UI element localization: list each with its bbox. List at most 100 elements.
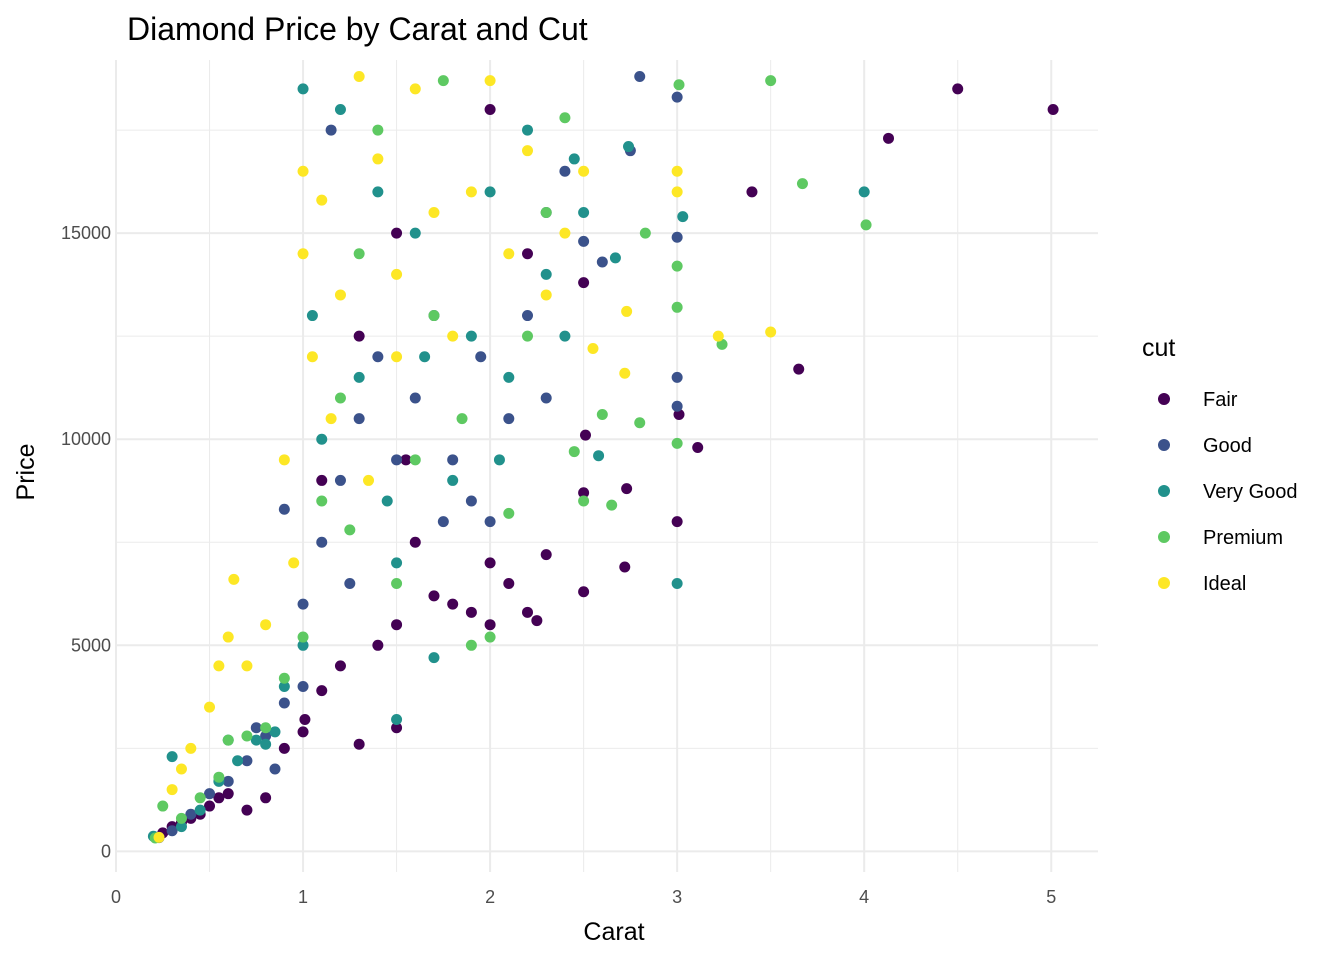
point-good: [222, 775, 234, 787]
point-good: [391, 454, 403, 466]
point-good: [250, 722, 262, 734]
point-good: [344, 577, 356, 589]
point-fair: [353, 738, 365, 750]
point-fair: [353, 330, 365, 342]
legend-label-premium: Premium: [1203, 527, 1283, 549]
point-premium: [578, 495, 590, 507]
point-good: [437, 516, 449, 528]
point-good: [204, 788, 216, 800]
point-good: [503, 413, 515, 425]
point-fair: [619, 561, 631, 573]
point-ideal: [278, 454, 290, 466]
point-good: [671, 371, 683, 383]
point-fair: [503, 577, 515, 589]
point-ideal: [222, 631, 234, 643]
point-fair: [671, 516, 683, 528]
chart-title: Diamond Price by Carat and Cut: [127, 11, 588, 47]
point-premium: [297, 631, 309, 643]
point-premium: [596, 408, 608, 420]
point-good: [325, 124, 337, 136]
point-fair: [447, 598, 459, 610]
plot-grid: [115, 60, 1098, 872]
point-very-good: [353, 371, 365, 383]
point-ideal: [428, 207, 440, 219]
point-premium: [568, 446, 580, 458]
x-tick-label: 2: [485, 887, 495, 907]
point-good: [278, 697, 290, 709]
point-very-good: [260, 738, 272, 750]
point-premium: [540, 207, 552, 219]
point-premium: [260, 722, 272, 734]
legend-title: cut: [1142, 334, 1175, 362]
point-premium: [194, 792, 206, 804]
point-premium: [344, 524, 356, 536]
point-very-good: [493, 454, 505, 466]
point-premium: [456, 413, 468, 425]
y-tick-label: 5000: [71, 635, 111, 655]
point-fair: [222, 788, 234, 800]
point-good: [634, 70, 646, 82]
point-good: [559, 165, 571, 177]
legend: cut Fair Good Very Good Premium Ideal: [1142, 334, 1298, 595]
point-premium: [316, 495, 328, 507]
point-good: [447, 454, 459, 466]
y-tick-label: 0: [101, 841, 111, 861]
point-fair: [540, 549, 552, 561]
point-premium: [278, 672, 290, 684]
point-good: [185, 808, 197, 820]
point-fair: [204, 800, 216, 812]
point-very-good: [428, 652, 440, 664]
x-tick-label: 5: [1046, 887, 1056, 907]
point-good: [671, 231, 683, 243]
point-fair: [484, 619, 496, 631]
point-fair: [793, 363, 805, 375]
point-good: [334, 474, 346, 486]
point-good: [596, 256, 608, 268]
point-premium: [157, 800, 169, 812]
point-premium: [409, 454, 421, 466]
point-fair: [578, 487, 590, 499]
point-good: [260, 730, 272, 742]
x-axis-title: Carat: [583, 918, 644, 946]
point-very-good: [334, 103, 346, 115]
legend-key-good: [1158, 439, 1170, 451]
point-fair: [484, 103, 496, 115]
point-good: [297, 681, 309, 693]
point-ideal: [306, 351, 318, 363]
point-good: [522, 310, 534, 322]
point-ideal: [409, 83, 421, 95]
point-very-good: [578, 207, 590, 219]
point-premium: [765, 75, 777, 87]
point-very-good: [306, 310, 318, 322]
point-premium: [606, 499, 618, 511]
legend-items: Fair Good Very Good Premium Ideal: [1158, 389, 1298, 595]
point-very-good: [250, 734, 262, 746]
point-good: [353, 413, 365, 425]
point-good: [540, 392, 552, 404]
point-premium: [860, 219, 872, 231]
point-premium: [484, 631, 496, 643]
point-ideal: [228, 573, 240, 585]
point-very-good: [297, 83, 309, 95]
point-very-good: [232, 755, 244, 767]
point-fair: [297, 726, 309, 738]
point-fair: [621, 483, 633, 495]
point-fair: [316, 474, 328, 486]
point-ideal: [166, 784, 178, 796]
point-very-good: [503, 371, 515, 383]
point-ideal: [484, 75, 496, 87]
x-tick-label: 0: [111, 887, 121, 907]
point-premium: [796, 178, 808, 190]
point-fair: [391, 722, 403, 734]
point-premium: [634, 417, 646, 429]
point-premium: [353, 248, 365, 260]
point-ideal: [671, 186, 683, 198]
point-ideal: [447, 330, 459, 342]
point-fair: [522, 606, 534, 618]
point-premium: [673, 79, 685, 91]
point-fair: [579, 429, 591, 441]
point-very-good: [623, 141, 635, 153]
point-fair: [241, 804, 253, 816]
point-ideal: [540, 289, 552, 301]
y-tick-label: 10000: [61, 429, 111, 449]
